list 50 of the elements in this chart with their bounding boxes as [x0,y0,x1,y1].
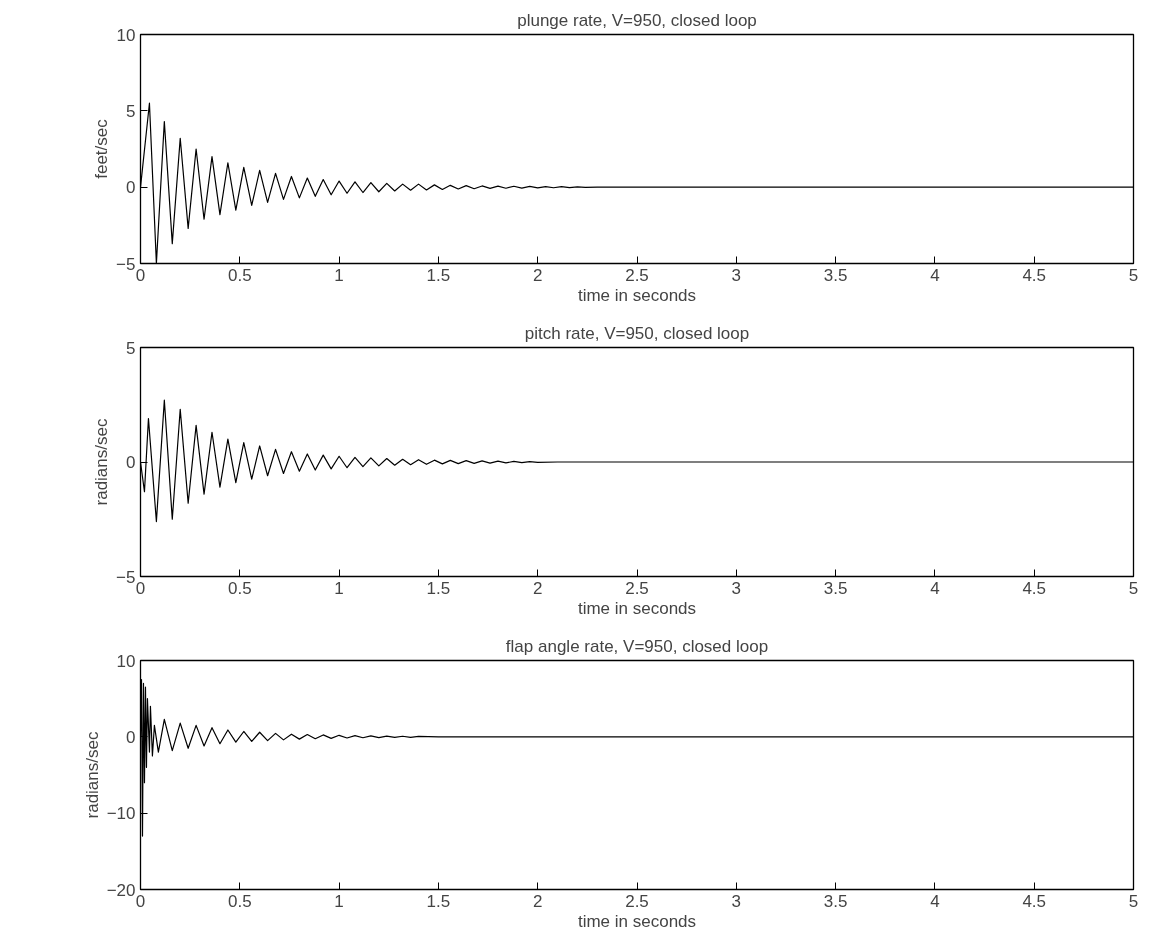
x-tick-label: 1.5 [426,891,451,911]
y-tick-label: 0 [126,727,136,747]
x-axis-title: time in seconds [577,598,697,618]
y-tick-label: 5 [126,338,136,358]
x-tick-label: 1 [334,578,344,598]
x-tick-label: 4.5 [1022,578,1047,598]
chart-title: plunge rate, V=950, closed loop [517,10,757,30]
x-tick-label: 2.5 [625,265,649,285]
x-tick-label: 4.5 [1022,891,1047,911]
y-axis-title: radians/sec [82,731,102,819]
y-axis-title: feet/sec [92,118,112,179]
y-tick-label: 5 [126,101,136,121]
chart-title: flap angle rate, V=950, closed loop [505,636,769,656]
x-tick-label: 0.5 [227,578,252,598]
x-tick-label: 5 [1128,891,1139,911]
x-tick-label: 2.5 [625,891,649,911]
x-tick-label: 4 [930,891,940,911]
x-tick-label: 2 [532,578,543,598]
x-tick-label: 1.5 [426,265,451,285]
x-tick-label: 3 [731,578,742,598]
x-tick-label: 5 [1128,578,1139,598]
x-tick-label: 1 [334,891,344,911]
x-tick-label: 3.5 [823,891,848,911]
x-tick-label: 3 [731,891,742,911]
y-tick-label: −5 [116,254,136,274]
x-tick-label: 3 [731,265,742,285]
y-tick-label: 10 [116,25,136,45]
x-axis-title: time in seconds [577,285,697,305]
x-tick-label: 3.5 [823,265,848,285]
x-axis-title: time in seconds [577,911,697,931]
chart-title: pitch rate, V=950, closed loop [524,323,750,343]
x-tick-label: 1 [334,265,344,285]
x-tick-label: 0.5 [227,265,252,285]
x-tick-label: 4 [930,578,940,598]
x-tick-label: 2.5 [625,578,649,598]
y-tick-label: −10 [106,804,136,824]
x-tick-label: 1.5 [426,578,451,598]
y-tick-label: −20 [106,880,136,900]
x-tick-label: 4 [930,265,940,285]
x-tick-label: 0.5 [227,891,252,911]
y-tick-label: 10 [116,651,136,671]
x-tick-label: 5 [1128,265,1139,285]
x-tick-label: 2 [532,891,543,911]
y-axis-title: radians/sec [92,418,112,506]
x-tick-label: 2 [532,265,543,285]
y-tick-label: 0 [126,453,136,472]
x-tick-label: 4.5 [1022,265,1047,285]
x-tick-label: 3.5 [823,578,848,598]
y-tick-label: 0 [126,178,136,198]
y-tick-label: −5 [116,567,136,587]
